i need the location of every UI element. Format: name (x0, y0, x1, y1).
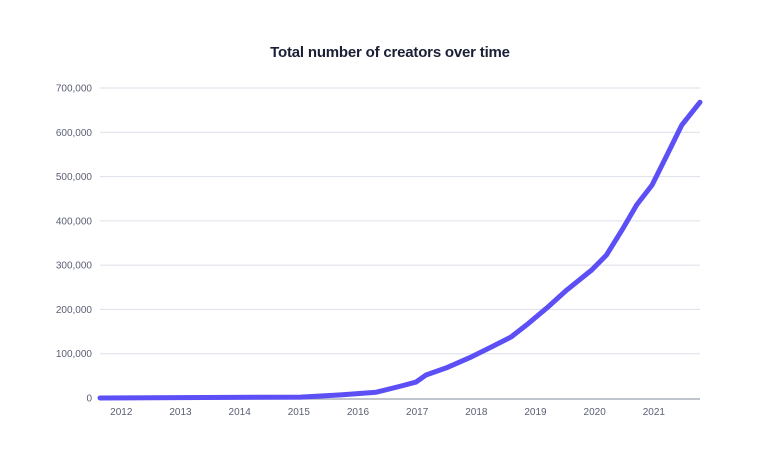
y-tick-label: 500,000 (56, 172, 93, 183)
y-tick-label: 400,000 (56, 216, 93, 227)
y-tick-label: 100,000 (56, 349, 93, 360)
x-tick-label: 2020 (584, 407, 607, 418)
y-tick-label: 200,000 (56, 305, 93, 316)
x-tick-label: 2016 (347, 407, 370, 418)
chart-title: Total number of creators over time (270, 44, 510, 61)
x-tick-label: 2021 (643, 407, 666, 418)
x-tick-label: 2015 (288, 407, 311, 418)
x-tick-label: 2013 (169, 407, 192, 418)
x-tick-label: 2017 (406, 407, 429, 418)
y-tick-label: 600,000 (56, 128, 93, 139)
series-line (97, 99, 703, 401)
y-tick-label: 700,000 (56, 84, 93, 95)
x-tick-label: 2012 (110, 407, 133, 418)
x-tick-label: 2018 (465, 407, 488, 418)
x-tick-label: 2014 (229, 407, 252, 418)
y-tick-label: 300,000 (56, 261, 93, 272)
y-tick-label: 0 (86, 394, 92, 405)
x-tick-label: 2019 (524, 407, 547, 418)
